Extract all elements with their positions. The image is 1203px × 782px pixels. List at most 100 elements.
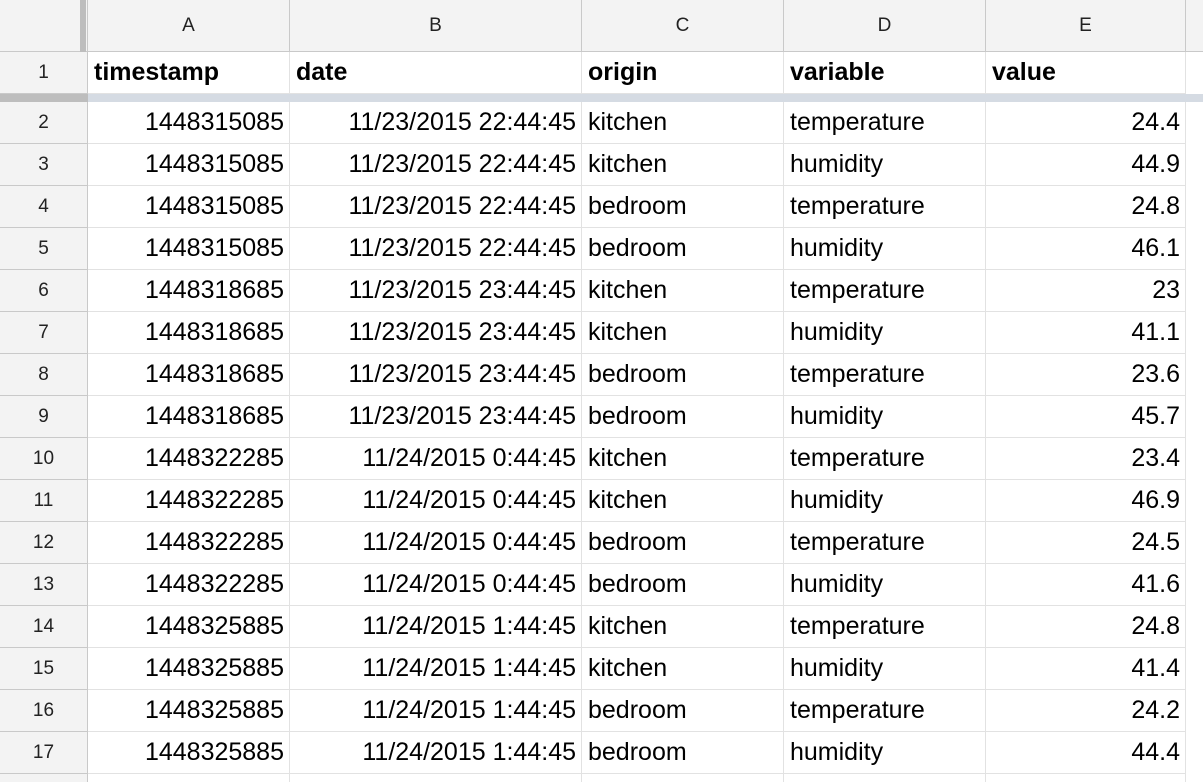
cell-timestamp[interactable]: 1448315085 — [88, 186, 290, 228]
cell-empty[interactable] — [986, 774, 1186, 782]
cell-value[interactable]: 23.6 — [986, 354, 1186, 396]
cell-value[interactable]: 41.1 — [986, 312, 1186, 354]
cell-variable[interactable]: humidity — [784, 564, 986, 606]
cell-value[interactable]: 23.4 — [986, 438, 1186, 480]
column-header-c[interactable]: C — [582, 0, 784, 52]
column-header-b[interactable]: B — [290, 0, 582, 52]
cell-variable[interactable]: humidity — [784, 732, 986, 774]
cell-timestamp[interactable]: 1448318685 — [88, 354, 290, 396]
row-header[interactable]: 2 — [0, 102, 88, 144]
cell-empty[interactable] — [88, 774, 290, 782]
cell-date[interactable]: 11/24/2015 0:44:45 — [290, 564, 582, 606]
cell-date[interactable]: 11/24/2015 0:44:45 — [290, 480, 582, 522]
header-cell-value[interactable]: value — [986, 52, 1186, 94]
cell-origin[interactable]: kitchen — [582, 606, 784, 648]
cell-value[interactable]: 24.5 — [986, 522, 1186, 564]
row-header[interactable]: 3 — [0, 144, 88, 186]
cell-value[interactable]: 24.8 — [986, 606, 1186, 648]
cell-timestamp[interactable]: 1448325885 — [88, 732, 290, 774]
cell-date[interactable]: 11/23/2015 22:44:45 — [290, 186, 582, 228]
row-header[interactable]: 12 — [0, 522, 88, 564]
cell-empty[interactable] — [290, 774, 582, 782]
select-all-corner[interactable] — [0, 0, 88, 52]
cell-date[interactable]: 11/23/2015 23:44:45 — [290, 354, 582, 396]
cell-variable[interactable]: temperature — [784, 102, 986, 144]
cell-origin[interactable]: bedroom — [582, 354, 784, 396]
cell-timestamp[interactable]: 1448322285 — [88, 480, 290, 522]
cell-date[interactable]: 11/24/2015 0:44:45 — [290, 522, 582, 564]
row-header[interactable]: 11 — [0, 480, 88, 522]
row-freeze-handle[interactable] — [0, 94, 88, 102]
cell-value[interactable]: 44.4 — [986, 732, 1186, 774]
cell-date[interactable]: 11/23/2015 22:44:45 — [290, 102, 582, 144]
header-cell-origin[interactable]: origin — [582, 52, 784, 94]
cell-date[interactable]: 11/23/2015 23:44:45 — [290, 270, 582, 312]
cell-timestamp[interactable]: 1448325885 — [88, 690, 290, 732]
cell-value[interactable]: 24.4 — [986, 102, 1186, 144]
row-header[interactable]: 7 — [0, 312, 88, 354]
cell-origin[interactable]: bedroom — [582, 228, 784, 270]
cell-timestamp[interactable]: 1448318685 — [88, 270, 290, 312]
row-header[interactable]: 17 — [0, 732, 88, 774]
cell-origin[interactable]: kitchen — [582, 480, 784, 522]
cell-variable[interactable]: temperature — [784, 270, 986, 312]
cell-value[interactable]: 46.1 — [986, 228, 1186, 270]
row-freeze-bar[interactable] — [0, 94, 1203, 102]
cell-variable[interactable]: temperature — [784, 186, 986, 228]
cell-empty[interactable] — [784, 774, 986, 782]
cell-value[interactable]: 41.6 — [986, 564, 1186, 606]
cell-timestamp[interactable]: 1448315085 — [88, 144, 290, 186]
cell-date[interactable]: 11/23/2015 23:44:45 — [290, 396, 582, 438]
cell-date[interactable]: 11/23/2015 23:44:45 — [290, 312, 582, 354]
cell-origin[interactable]: bedroom — [582, 522, 784, 564]
row-header[interactable]: 9 — [0, 396, 88, 438]
header-cell-date[interactable]: date — [290, 52, 582, 94]
cell-value[interactable]: 44.9 — [986, 144, 1186, 186]
cell-origin[interactable]: bedroom — [582, 690, 784, 732]
cell-value[interactable]: 46.9 — [986, 480, 1186, 522]
cell-variable[interactable]: humidity — [784, 312, 986, 354]
cell-timestamp[interactable]: 1448318685 — [88, 396, 290, 438]
cell-origin[interactable]: bedroom — [582, 732, 784, 774]
row-header[interactable]: 10 — [0, 438, 88, 480]
cell-date[interactable]: 11/24/2015 1:44:45 — [290, 648, 582, 690]
cell-timestamp[interactable]: 1448322285 — [88, 522, 290, 564]
cell-timestamp[interactable]: 1448322285 — [88, 564, 290, 606]
cell-origin[interactable]: kitchen — [582, 648, 784, 690]
cell-date[interactable]: 11/24/2015 1:44:45 — [290, 690, 582, 732]
header-cell-variable[interactable]: variable — [784, 52, 986, 94]
row-header[interactable]: 5 — [0, 228, 88, 270]
cell-variable[interactable]: temperature — [784, 690, 986, 732]
cell-variable[interactable]: humidity — [784, 228, 986, 270]
row-header[interactable]: 16 — [0, 690, 88, 732]
cell-value[interactable]: 41.4 — [986, 648, 1186, 690]
cell-origin[interactable]: kitchen — [582, 144, 784, 186]
row-header[interactable]: 6 — [0, 270, 88, 312]
cell-origin[interactable]: bedroom — [582, 186, 784, 228]
cell-timestamp[interactable]: 1448315085 — [88, 228, 290, 270]
cell-value[interactable]: 24.8 — [986, 186, 1186, 228]
row-header[interactable]: 8 — [0, 354, 88, 396]
cell-value[interactable]: 24.2 — [986, 690, 1186, 732]
cell-variable[interactable]: humidity — [784, 480, 986, 522]
row-header[interactable]: 4 — [0, 186, 88, 228]
cell-date[interactable]: 11/23/2015 22:44:45 — [290, 228, 582, 270]
cell-timestamp[interactable]: 1448322285 — [88, 438, 290, 480]
cell-variable[interactable]: temperature — [784, 522, 986, 564]
cell-date[interactable]: 11/24/2015 0:44:45 — [290, 438, 582, 480]
cell-date[interactable]: 11/23/2015 22:44:45 — [290, 144, 582, 186]
column-header-d[interactable]: D — [784, 0, 986, 52]
cell-origin[interactable]: kitchen — [582, 102, 784, 144]
cell-origin[interactable]: bedroom — [582, 564, 784, 606]
cell-origin[interactable]: bedroom — [582, 396, 784, 438]
column-freeze-handle[interactable] — [80, 0, 86, 52]
cell-variable[interactable]: humidity — [784, 396, 986, 438]
row-header[interactable]: 14 — [0, 606, 88, 648]
cell-origin[interactable]: kitchen — [582, 312, 784, 354]
row-header[interactable]: 15 — [0, 648, 88, 690]
cell-empty[interactable] — [582, 774, 784, 782]
cell-origin[interactable]: kitchen — [582, 438, 784, 480]
cell-timestamp[interactable]: 1448315085 — [88, 102, 290, 144]
cell-variable[interactable]: humidity — [784, 144, 986, 186]
cell-timestamp[interactable]: 1448318685 — [88, 312, 290, 354]
